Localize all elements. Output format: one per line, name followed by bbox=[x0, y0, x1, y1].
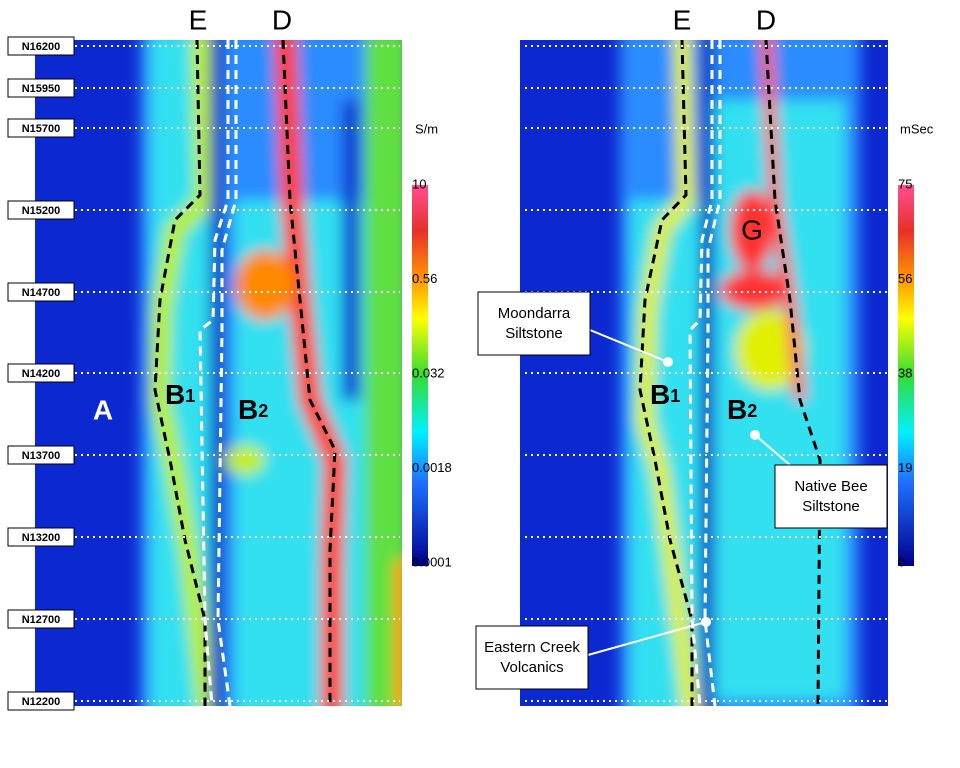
marker: D bbox=[756, 4, 776, 35]
region-label: B1 bbox=[650, 379, 680, 410]
callout-text: Volcanics bbox=[500, 659, 563, 676]
callout-leader bbox=[587, 621, 707, 656]
region-label: G bbox=[741, 214, 763, 245]
callout-text: Eastern Creek bbox=[484, 639, 580, 656]
northing-label: N14700 bbox=[22, 287, 61, 299]
callout-text: Native Bee bbox=[794, 478, 867, 495]
region-label: A bbox=[93, 394, 113, 425]
callout-dot bbox=[750, 430, 760, 440]
callout-dot bbox=[701, 617, 711, 627]
region-label: B1 bbox=[165, 379, 195, 410]
subscript: 1 bbox=[670, 386, 680, 406]
callout-leader bbox=[754, 434, 791, 466]
subscript: 2 bbox=[747, 401, 757, 421]
right-heatmap bbox=[520, 40, 888, 706]
colorbar-tick-label: 75 bbox=[898, 176, 912, 191]
subscript: 1 bbox=[185, 386, 195, 406]
northing-label: N15200 bbox=[22, 205, 61, 217]
northing-label: N13700 bbox=[22, 450, 61, 462]
callout-text: Siltstone bbox=[505, 325, 563, 342]
label: B bbox=[165, 379, 185, 410]
callout-text: Siltstone bbox=[802, 498, 860, 515]
callout-leader bbox=[589, 329, 669, 363]
colorbar-tick-label: 19 bbox=[898, 460, 912, 475]
colorbar-tick-label: 0.032 bbox=[412, 365, 445, 380]
colorbar-tick-label: 56 bbox=[898, 271, 912, 286]
left-heatmap bbox=[35, 40, 402, 706]
label: B bbox=[650, 379, 670, 410]
callout-box bbox=[475, 625, 589, 690]
northing-box bbox=[7, 691, 75, 711]
unit-label: S/m bbox=[415, 121, 438, 136]
northing-box bbox=[7, 36, 75, 56]
marker: D bbox=[272, 4, 292, 35]
northing-box bbox=[7, 609, 75, 629]
label: B bbox=[727, 394, 747, 425]
colorbar-left bbox=[412, 185, 428, 566]
callout-dot bbox=[663, 357, 673, 367]
northing-box bbox=[7, 78, 75, 98]
northing-box bbox=[7, 445, 75, 465]
marker: E bbox=[189, 4, 208, 35]
colorbar-tick-label: 38 bbox=[898, 365, 912, 380]
northing-label: N12200 bbox=[22, 696, 61, 708]
region-label: B2 bbox=[727, 394, 757, 425]
northing-box bbox=[7, 363, 75, 383]
northing-box bbox=[7, 118, 75, 138]
marker: E bbox=[673, 4, 692, 35]
colorbar-tick-label: 0.0001 bbox=[412, 554, 452, 569]
colorbar-tick-label: 0 bbox=[898, 554, 905, 569]
northing-label: N13200 bbox=[22, 532, 61, 544]
northing-label: N12700 bbox=[22, 614, 61, 626]
colorbar-tick-label: 0.56 bbox=[412, 271, 437, 286]
colorbar-right bbox=[898, 185, 914, 566]
colorbar-tick-label: 0.0018 bbox=[412, 460, 452, 475]
colorbar-tick-label: 10 bbox=[412, 176, 426, 191]
northing-box bbox=[7, 282, 75, 302]
label: B bbox=[238, 394, 258, 425]
callout-text: Moondarra bbox=[498, 305, 571, 322]
northing-box bbox=[7, 200, 75, 220]
callout-box bbox=[774, 464, 888, 529]
subscript: 2 bbox=[258, 401, 268, 421]
northing-label: N14200 bbox=[22, 368, 61, 380]
northing-label: N15950 bbox=[22, 83, 61, 95]
callout-box bbox=[477, 291, 591, 356]
region-label: B2 bbox=[238, 394, 268, 425]
northing-label: N16200 bbox=[22, 41, 61, 53]
northing-label: N15700 bbox=[22, 123, 61, 135]
northing-box bbox=[7, 527, 75, 547]
unit-label: mSec bbox=[900, 121, 934, 136]
